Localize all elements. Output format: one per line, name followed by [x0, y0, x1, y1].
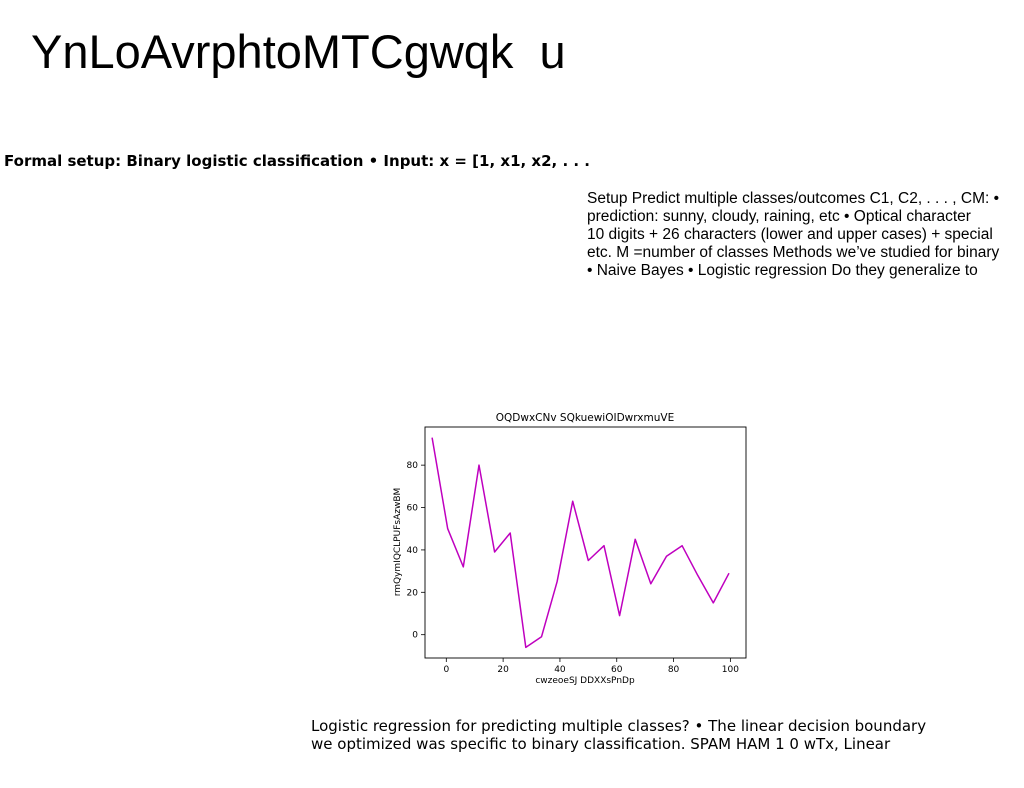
- setup-line: etc. M =number of classes Methods we’ve …: [587, 244, 1000, 261]
- x-tick-label: 80: [668, 665, 680, 675]
- footer-line: Logistic regression for predicting multi…: [311, 717, 927, 735]
- x-tick-label: 60: [611, 665, 623, 675]
- y-tick-label: 0: [412, 631, 418, 641]
- setup-line: • Naive Bayes • Logistic regression Do t…: [587, 262, 978, 279]
- setup-line: Setup Predict multiple classes/outcomes …: [587, 190, 1000, 207]
- chart-title: OQDwxCNv SQkuewiOIDwrxmuVE: [496, 412, 674, 424]
- y-axis: 0 20 40 60 80: [407, 461, 425, 641]
- x-tick-label: 0: [443, 665, 449, 675]
- series-line: [431, 437, 730, 649]
- line-chart: OQDwxCNv SQkuewiOIDwrxmuVE 0 20 40 60 80 0 20…: [393, 412, 747, 686]
- x-axis: 0 20 40 60 80 100: [443, 658, 739, 675]
- y-tick-label: 40: [407, 546, 419, 556]
- y-axis-label: rmQymIQCLPUFsAzwBM: [393, 488, 403, 597]
- x-tick-label: 40: [554, 665, 566, 675]
- x-tick-label: 100: [722, 665, 739, 675]
- setup-text-block: Setup Predict multiple classes/outcomes …: [587, 190, 1017, 280]
- x-axis-label: cwzeoeSJ DDXXsPnDp: [535, 676, 635, 686]
- footer-text-block: Logistic regression for predicting multi…: [311, 717, 926, 753]
- y-tick-label: 80: [407, 461, 419, 471]
- footer-line: we optimized was specific to binary clas…: [311, 735, 891, 753]
- plot-area: [424, 426, 747, 659]
- setup-line: 10 digits + 26 characters (lower and upp…: [587, 226, 993, 243]
- x-tick-label: 20: [497, 665, 509, 675]
- slide-subtitle: Formal setup: Binary logistic classifica…: [4, 152, 591, 170]
- setup-line: prediction: sunny, cloudy, raining, etc …: [587, 208, 971, 225]
- slide-title: YnLoAvrphtoMTCgwqk u: [31, 25, 566, 78]
- y-tick-label: 20: [407, 588, 419, 598]
- y-tick-label: 60: [407, 504, 419, 514]
